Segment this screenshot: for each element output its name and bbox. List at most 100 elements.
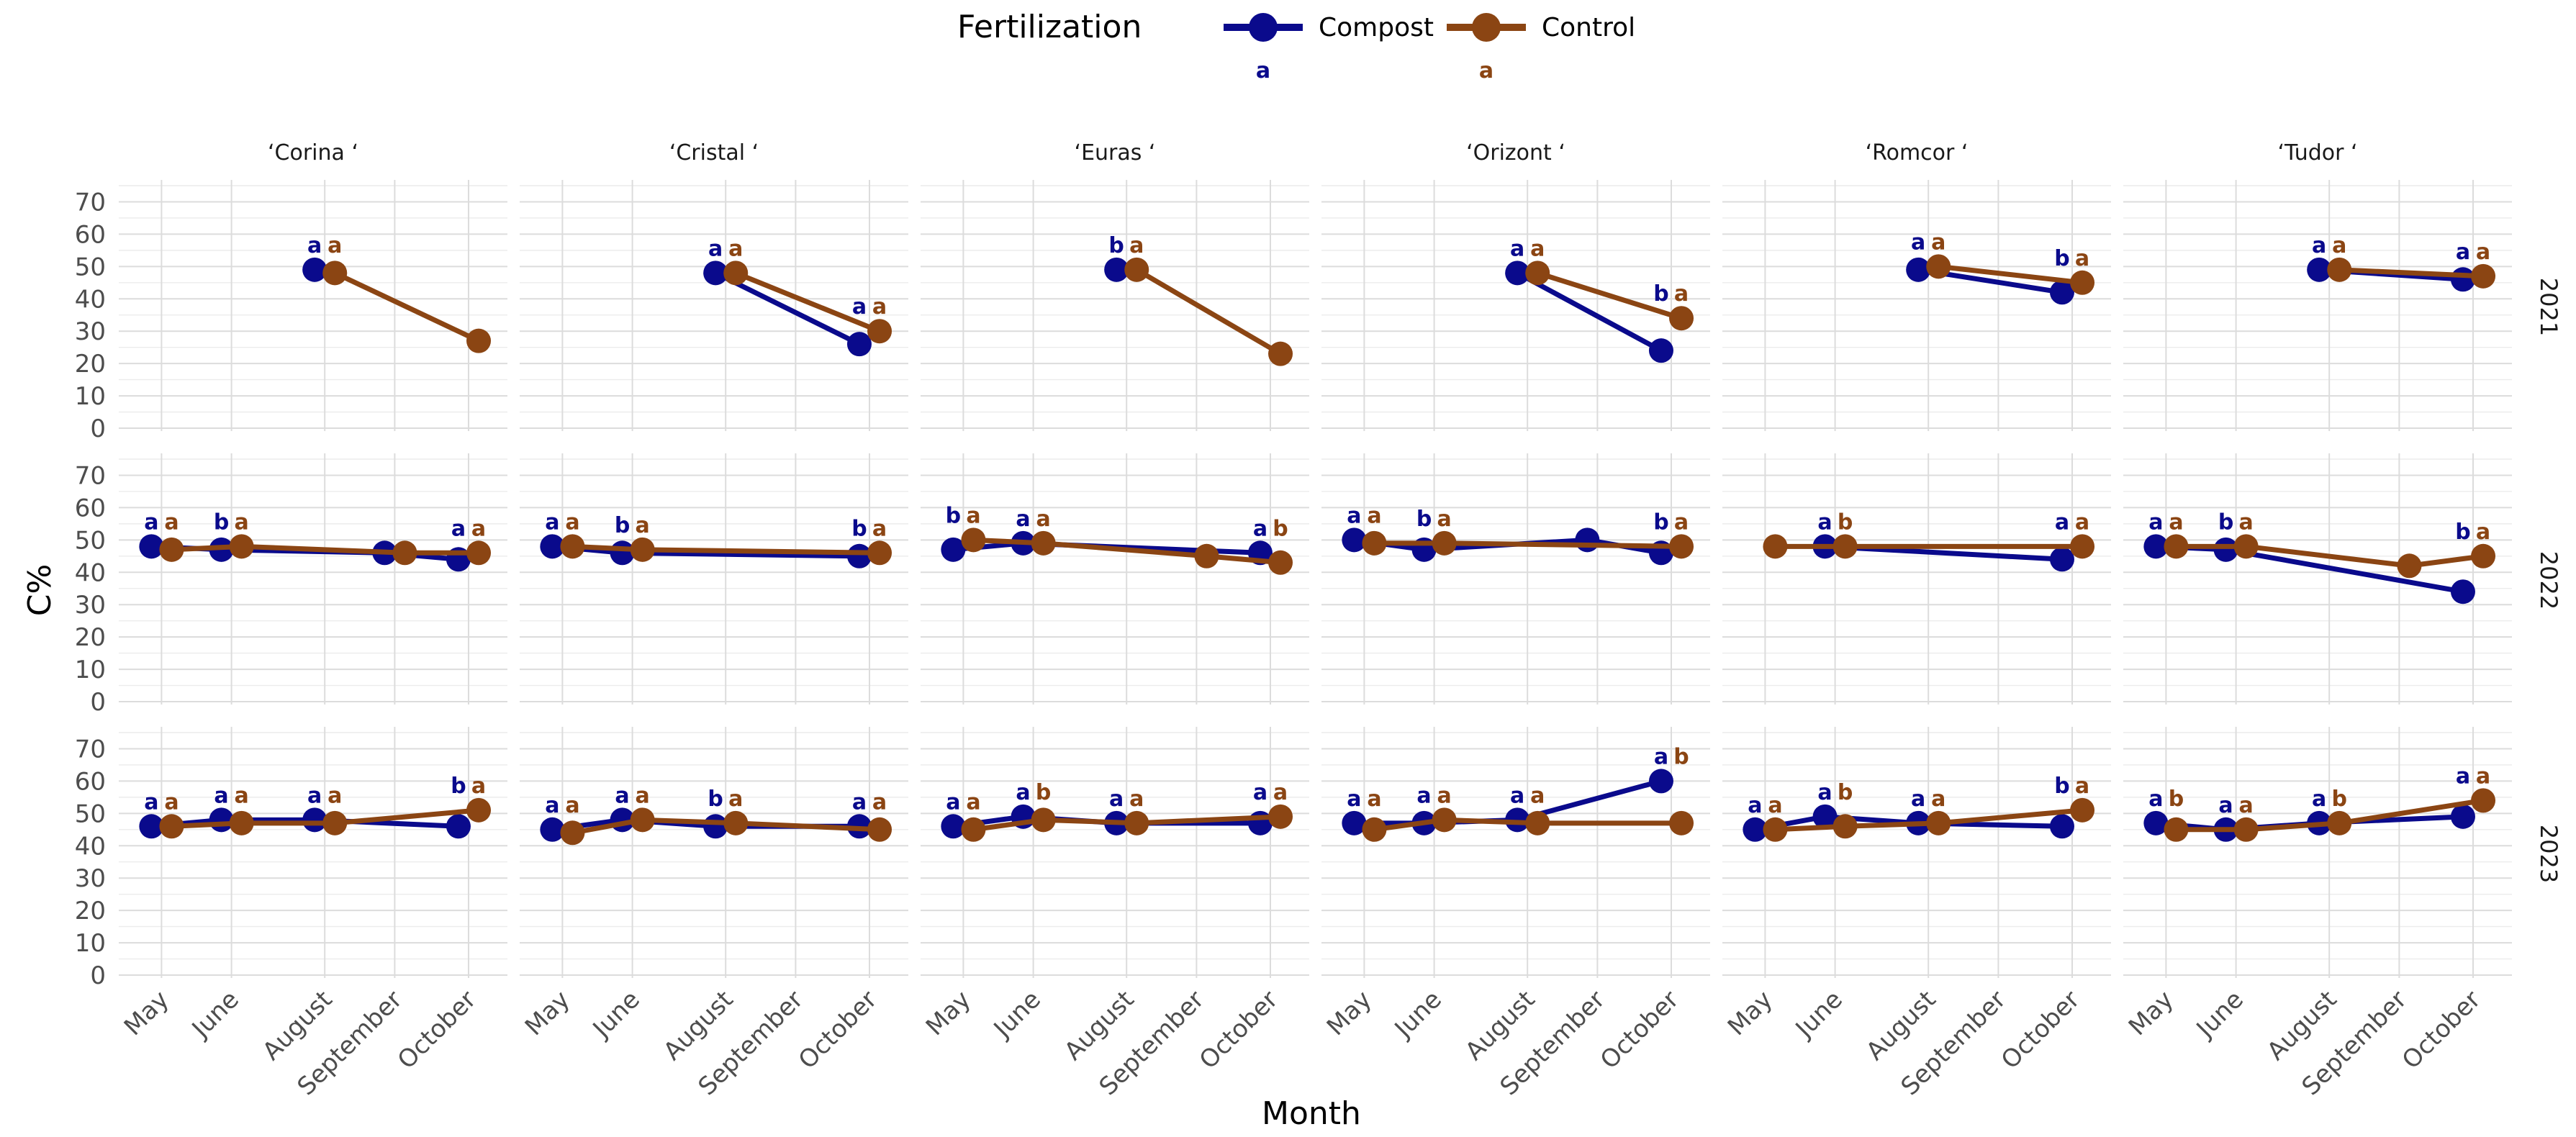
series-line-control bbox=[171, 543, 479, 556]
series-line-control bbox=[1938, 263, 2083, 286]
x-tick-label: May bbox=[520, 985, 576, 1041]
x-tick-label: May bbox=[1722, 985, 1779, 1041]
significance-letter: a bbox=[1416, 783, 1431, 808]
significance-letter: a bbox=[1674, 281, 1689, 307]
significance-letter: a bbox=[1253, 516, 1267, 541]
significance-letter: a bbox=[1016, 780, 1030, 805]
data-point-control bbox=[723, 261, 749, 286]
data-point-compost bbox=[1648, 769, 1673, 794]
data-point-control bbox=[1268, 550, 1293, 575]
x-tick-label: June bbox=[186, 985, 245, 1044]
series-line-compost bbox=[151, 817, 459, 829]
significance-letter: a bbox=[728, 787, 743, 812]
data-point-control bbox=[1832, 814, 1858, 839]
significance-letter: a bbox=[2075, 774, 2089, 799]
significance-letter: a bbox=[2148, 509, 2163, 535]
significance-letter: b bbox=[2218, 509, 2233, 535]
data-point-control bbox=[1432, 530, 1457, 556]
significance-letter: a bbox=[946, 789, 960, 815]
significance-letter: b bbox=[2331, 787, 2346, 812]
significance-letter: b bbox=[1838, 780, 1853, 805]
row-strip-label: 2021 bbox=[2535, 278, 2562, 336]
significance-letter: a bbox=[872, 789, 887, 815]
significance-letter: a bbox=[1129, 787, 1144, 812]
significance-letter: a bbox=[1911, 787, 1925, 812]
series-line-control bbox=[2339, 267, 2484, 279]
significance-letter: b bbox=[2169, 787, 2184, 812]
x-tick-label: June bbox=[1789, 985, 1848, 1044]
data-point-compost bbox=[2049, 280, 2074, 305]
significance-letter: a bbox=[144, 509, 158, 535]
significance-letter: b bbox=[2455, 520, 2470, 545]
x-tick-label: May bbox=[119, 985, 175, 1041]
significance-letter: b bbox=[1273, 516, 1288, 541]
x-tick-label: June bbox=[1388, 985, 1447, 1044]
data-point-control bbox=[961, 527, 986, 553]
data-point-compost bbox=[139, 814, 164, 839]
series-line-compost bbox=[1754, 814, 2063, 833]
y-tick-label: 30 bbox=[75, 864, 106, 893]
data-point-compost bbox=[2049, 547, 2074, 572]
significance-letter: a bbox=[2476, 520, 2490, 545]
significance-letter: a bbox=[2169, 509, 2183, 535]
data-point-control bbox=[1031, 530, 1056, 556]
y-tick-label: 40 bbox=[75, 285, 106, 314]
significance-letter: a bbox=[1817, 780, 1832, 805]
significance-letter: a bbox=[2456, 764, 2470, 789]
data-point-control bbox=[1031, 807, 1056, 833]
data-point-control bbox=[1268, 804, 1293, 829]
y-tick-label: 30 bbox=[75, 591, 106, 620]
significance-letter: a bbox=[615, 783, 629, 808]
x-tick-label: October bbox=[1996, 985, 2086, 1075]
data-point-compost bbox=[2213, 537, 2238, 562]
significance-letter: a bbox=[872, 516, 887, 541]
x-tick-label: October bbox=[1595, 985, 1685, 1075]
series-line-control bbox=[571, 817, 880, 835]
significance-letter: a bbox=[2239, 793, 2254, 818]
significance-letter: a bbox=[2218, 793, 2233, 818]
significance-letter: a bbox=[164, 789, 178, 815]
data-point-compost bbox=[302, 807, 327, 833]
data-point-control bbox=[1362, 530, 1387, 556]
significance-letter: b bbox=[708, 787, 723, 812]
significance-letter: a bbox=[2476, 764, 2490, 789]
significance-letter: a bbox=[451, 516, 466, 541]
significance-letter: a bbox=[235, 783, 249, 808]
y-tick-label: 70 bbox=[75, 188, 106, 217]
significance-letter: a bbox=[565, 509, 579, 535]
x-tick-label: June bbox=[587, 985, 646, 1044]
data-point-control bbox=[1432, 807, 1457, 833]
data-point-compost bbox=[1743, 817, 1768, 842]
data-point-control bbox=[1124, 810, 1149, 835]
data-point-control bbox=[2070, 797, 2095, 823]
y-tick-label: 10 bbox=[75, 382, 106, 411]
data-point-compost bbox=[1906, 257, 1931, 282]
data-point-control bbox=[1194, 543, 1219, 568]
significance-letter: a bbox=[2476, 240, 2490, 265]
significance-letter: a bbox=[235, 509, 249, 535]
data-point-control bbox=[229, 534, 254, 559]
data-point-compost bbox=[1648, 338, 1673, 363]
strip-label: ‘Corina ‘ bbox=[268, 140, 358, 166]
significance-letter: a bbox=[1510, 783, 1524, 808]
data-point-compost bbox=[2450, 579, 2475, 604]
series-line-control bbox=[1135, 267, 1282, 356]
legend-letter: a bbox=[1256, 58, 1270, 83]
legend-item-compost: Compost a bbox=[1224, 13, 1434, 83]
data-point-control bbox=[1669, 810, 1694, 835]
significance-letter: a bbox=[636, 513, 650, 538]
significance-letter: b bbox=[2054, 246, 2069, 271]
data-point-control bbox=[560, 820, 585, 846]
significance-letter: a bbox=[2239, 509, 2254, 535]
x-tick-label: June bbox=[988, 985, 1047, 1044]
significance-letter: a bbox=[471, 516, 486, 541]
legend-items: Compost a Control a bbox=[1224, 13, 1635, 83]
significance-letter: a bbox=[852, 789, 867, 815]
significance-letter: b bbox=[946, 503, 961, 528]
